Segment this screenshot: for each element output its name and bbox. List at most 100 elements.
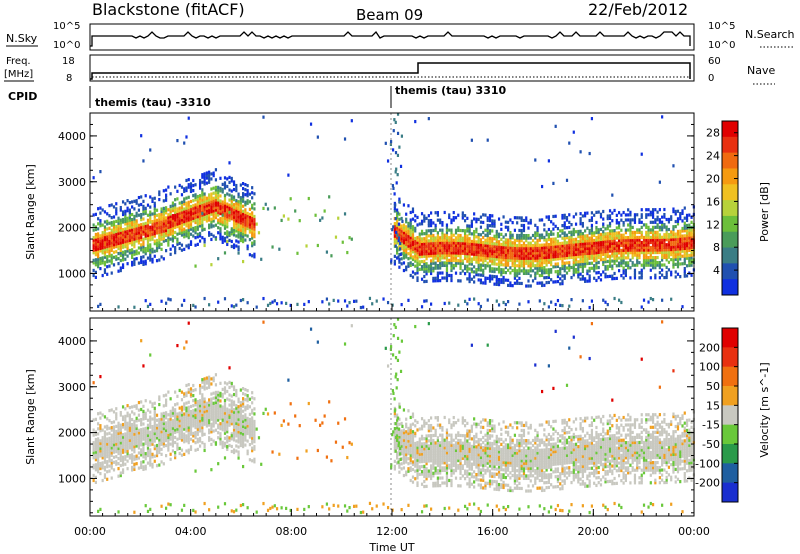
power-cell: [667, 237, 671, 242]
power-cell: [128, 211, 131, 215]
power-cell: [470, 249, 473, 254]
velocity-cell: [131, 465, 134, 470]
velocity-cell: [158, 430, 161, 434]
velocity-cell: [167, 430, 170, 435]
power-cell: [479, 215, 483, 219]
power-cell: [454, 261, 458, 265]
power-cell: [667, 227, 671, 232]
velocity-cell: [223, 411, 227, 415]
power-cell: [473, 297, 476, 301]
power-cell: [414, 239, 417, 243]
power-cell: [185, 206, 188, 210]
velocity-cell: [203, 501, 206, 506]
power-cell: [468, 257, 471, 261]
power-cell: [420, 239, 424, 244]
power-cell: [633, 218, 637, 222]
power-cell: [208, 303, 211, 307]
velocity-cell: [198, 399, 202, 403]
power-cell: [430, 223, 433, 228]
power-cell: [185, 196, 188, 200]
velocity-cell: [155, 413, 159, 417]
power-cell: [574, 255, 578, 259]
power-cell: [547, 268, 550, 272]
power-cell: [142, 222, 145, 226]
power-cell: [522, 228, 526, 233]
power-cell: [685, 274, 689, 278]
power-cell: [470, 224, 473, 228]
velocity-cell: [217, 423, 220, 427]
power-cell: [210, 212, 213, 216]
power-cell: [101, 231, 104, 235]
power-cell: [106, 232, 109, 236]
velocity-cell: [178, 411, 181, 415]
power-cell: [466, 229, 469, 233]
velocity-cell: [99, 451, 102, 456]
power-cell: [486, 223, 489, 228]
power-cell: [228, 231, 231, 235]
power-cell: [160, 227, 163, 231]
velocity-cell: [189, 427, 193, 431]
power-cell: [436, 213, 439, 217]
power-cell: [615, 276, 618, 280]
power-cell: [162, 257, 165, 261]
velocity-cell: [137, 446, 141, 450]
power-cell: [160, 247, 163, 251]
power-cell: [570, 230, 573, 234]
power-cell: [667, 240, 671, 244]
velocity-cell: [99, 411, 102, 415]
power-cell: [282, 214, 285, 218]
velocity-cell: [119, 456, 122, 460]
power-cell: [189, 242, 193, 246]
power-cell: [407, 236, 410, 241]
power-cell: [108, 236, 111, 240]
power-cell: [151, 225, 154, 229]
power-cell: [534, 241, 537, 245]
power-cell: [525, 271, 528, 276]
power-cell: [153, 231, 156, 236]
velocity-cell: [117, 467, 120, 471]
power-cell: [561, 229, 564, 233]
power-cell: [142, 247, 145, 251]
y-tick-label: 3000: [58, 176, 86, 189]
velocity-cell: [149, 425, 152, 429]
power-cell: [545, 233, 548, 237]
power-cell: [588, 305, 591, 310]
velocity-cell: [119, 448, 122, 452]
power-cell: [402, 238, 406, 242]
power-cell: [411, 240, 415, 244]
power-cell: [683, 221, 686, 225]
power-cell: [432, 261, 435, 265]
velocity-cell: [171, 436, 174, 440]
power-cell: [108, 254, 111, 258]
power-cell: [441, 261, 444, 265]
power-cell: [565, 226, 569, 230]
power-cell: [595, 258, 598, 262]
power-cell: [391, 303, 394, 307]
power-cell: [246, 226, 249, 231]
power-cell: [513, 241, 517, 245]
velocity-cell: [142, 450, 145, 454]
velocity-cell: [228, 403, 231, 407]
power-cell: [153, 219, 156, 223]
power-cell: [679, 252, 682, 256]
power-cell: [185, 229, 188, 233]
power-cell: [676, 257, 680, 261]
power-cell: [611, 246, 614, 251]
power-cell: [135, 249, 138, 253]
velocity-cell: [153, 459, 156, 463]
power-cell: [593, 251, 596, 255]
power-cell: [189, 227, 193, 231]
power-cell: [94, 275, 97, 279]
cpid-panel: CPID themis (tau) -3310 themis (tau) 331…: [8, 84, 507, 109]
power-cell: [545, 275, 548, 280]
power-cell: [509, 283, 512, 288]
power-cell: [593, 233, 596, 238]
power-cell: [647, 240, 650, 245]
power-cell: [602, 250, 605, 254]
power-cell: [466, 224, 469, 228]
power-cell: [142, 227, 145, 231]
power-cell: [244, 193, 247, 197]
power-cell: [588, 261, 591, 265]
velocity-cell: [189, 430, 193, 434]
velocity-cell: [212, 416, 215, 421]
